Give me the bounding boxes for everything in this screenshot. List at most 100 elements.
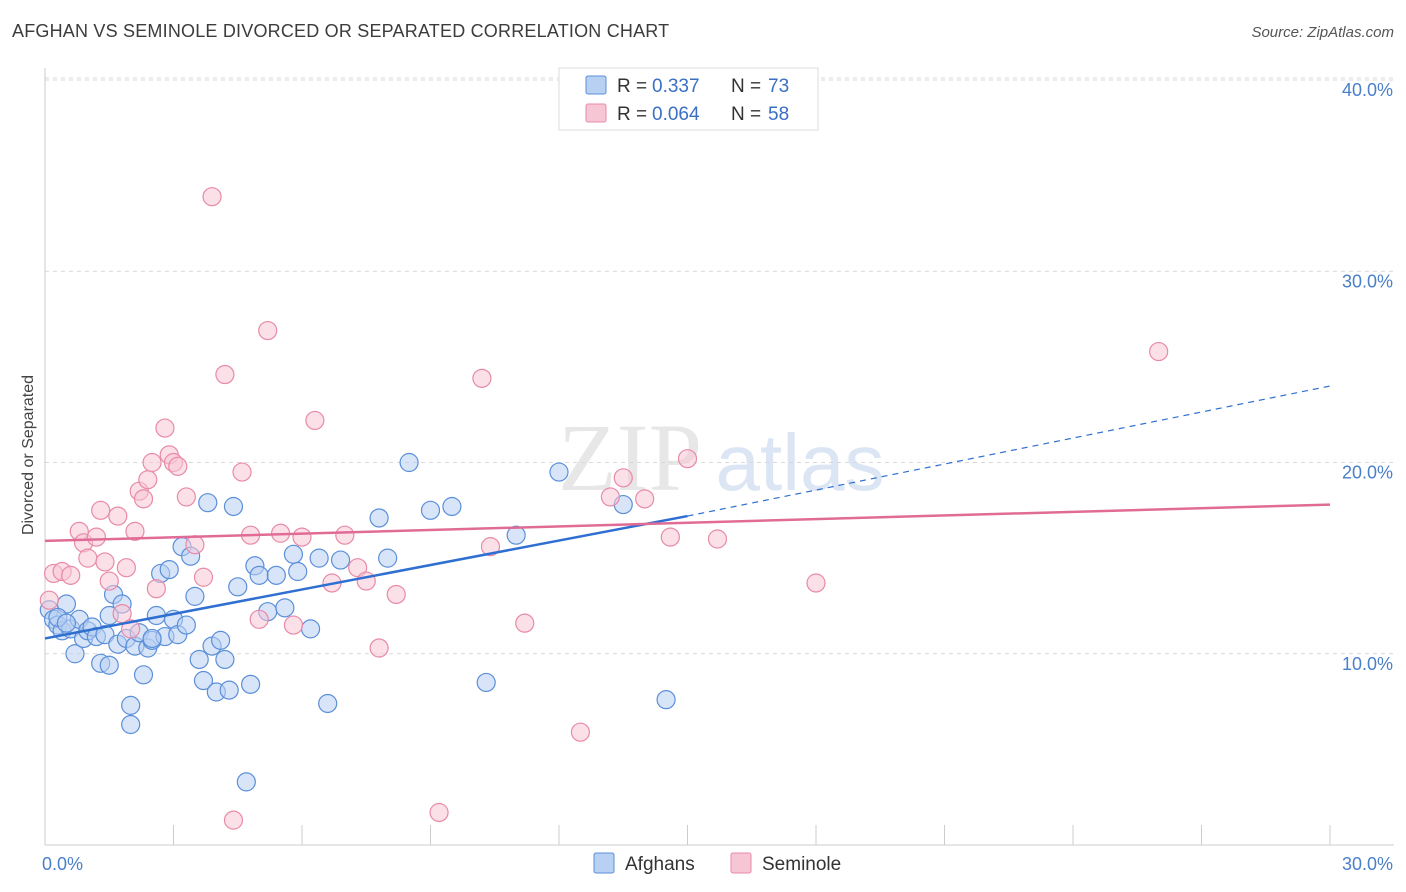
bottom-legend-swatch-afghans	[593, 852, 615, 874]
afghans-point-55	[300, 619, 321, 639]
seminole-point-45	[429, 802, 449, 823]
seminole-point-14	[121, 619, 141, 639]
afghans-trend-line	[44, 514, 688, 640]
afghans-point-61	[399, 452, 419, 473]
seminole-point-53	[660, 527, 680, 547]
tick-labels: 10.0% 20.0% 30.0% 40.0% 0.0% 30.0%	[42, 80, 1393, 874]
seminole-point-13	[116, 558, 136, 578]
seminole-point-31	[232, 462, 252, 482]
seminole-point-38	[305, 410, 325, 431]
legend-n-label-seminole: N =	[731, 104, 761, 125]
afghans-point-14	[99, 655, 119, 675]
legend-swatch-afghans	[585, 75, 607, 95]
seminole-point-27	[193, 567, 214, 587]
afghans-point-6	[65, 644, 85, 664]
seminole-point-33	[249, 609, 269, 629]
afghans-point-41	[211, 630, 231, 650]
bottom-legend-swatch-seminole	[730, 852, 752, 874]
afghans-point-49	[249, 565, 269, 585]
y-tick-label-2: 30.0%	[1342, 271, 1393, 291]
afghans-point-65	[506, 525, 526, 545]
bottom-legend: Afghans Seminole	[593, 852, 841, 875]
afghans-point-38	[198, 493, 218, 513]
afghans-point-35	[185, 586, 205, 606]
seminole-point-42	[356, 571, 376, 591]
legend-n-label-afghans: N =	[731, 76, 761, 97]
y-axis-label: Divorced or Separated	[20, 375, 37, 535]
seminole-point-3	[61, 565, 81, 585]
seminole-point-11	[108, 506, 128, 526]
source-credit: Source: ZipAtlas.com	[1251, 24, 1394, 41]
seminole-point-47	[480, 537, 501, 557]
seminole-point-8	[91, 500, 111, 520]
seminole-point-56	[806, 573, 826, 593]
seminole-point-34	[258, 320, 278, 341]
afghans-point-72	[142, 628, 162, 649]
legend-r-value-seminole: 0.064	[652, 104, 700, 125]
seminole-point-50	[600, 487, 621, 507]
legend-r-value-afghans: 0.337	[652, 76, 700, 97]
afghans-point-63	[442, 496, 462, 517]
x-tick-label-1: 30.0%	[1342, 854, 1393, 874]
y-tick-label-0: 10.0%	[1342, 654, 1393, 674]
seminole-point-19	[142, 452, 162, 473]
seminole-point-7	[86, 527, 107, 547]
y-tick-label-1: 20.0%	[1342, 463, 1393, 483]
afghans-point-13	[95, 625, 115, 645]
afghans-point-43	[219, 680, 239, 700]
seminole-point-6	[78, 548, 98, 568]
legend-n-value-seminole: 58	[768, 104, 789, 125]
afghans-point-45	[228, 577, 248, 597]
bottom-legend-label-seminole: Seminole	[762, 854, 841, 875]
afghans-point-46	[236, 772, 256, 792]
seminole-point-18	[138, 470, 158, 490]
seminole-point-36	[283, 615, 304, 635]
x-tick-label-0: 0.0%	[42, 854, 83, 874]
afghans-point-58	[330, 550, 351, 570]
seminole-point-43	[369, 638, 389, 658]
seminole-point-52	[635, 489, 655, 509]
seminole-point-20	[146, 579, 166, 599]
seminole-point-25	[176, 487, 196, 507]
afghans-point-20	[121, 714, 141, 735]
legend-r-label-seminole: R =	[617, 104, 647, 125]
seminole-point-30	[223, 810, 244, 830]
afghans-point-42	[215, 649, 235, 670]
afghans-point-37	[193, 670, 214, 691]
seminole-point-41	[348, 558, 368, 578]
afghans-point-23	[133, 665, 154, 685]
afghans-point-29	[159, 559, 179, 580]
seminole-point-0	[39, 590, 59, 610]
bottom-legend-label-afghans: Afghans	[625, 854, 695, 875]
seminole-point-28	[202, 187, 222, 207]
seminole-point-10	[99, 571, 119, 591]
afghans-point-56	[309, 548, 329, 568]
afghans-point-60	[378, 548, 398, 568]
y-tick-label-3: 40.0%	[1342, 80, 1393, 100]
trend-lines	[44, 385, 1331, 640]
seminole-point-57	[1149, 341, 1169, 362]
seminole-point-49	[570, 722, 591, 742]
seminole-point-26	[185, 535, 205, 555]
legend: R = 0.337 N = 73 R = 0.064 N = 58	[558, 67, 819, 131]
axes	[44, 68, 1394, 846]
seminole-points	[39, 187, 1169, 830]
seminole-point-17	[133, 489, 154, 509]
afghans-point-70	[56, 613, 77, 633]
seminole-point-37	[292, 527, 312, 547]
legend-n-value-afghans: 73	[768, 76, 789, 97]
afghans-point-44	[223, 496, 244, 517]
seminole-point-54	[677, 449, 698, 469]
afghans-point-59	[369, 508, 389, 528]
afghans-point-19	[121, 695, 141, 715]
seminole-trend-line	[44, 503, 1331, 543]
afghans-point-57	[318, 693, 338, 714]
chart-title: AFGHAN VS SEMINOLE DIVORCED OR SEPARATED…	[12, 21, 670, 41]
seminole-point-21	[155, 418, 175, 438]
seminole-point-46	[472, 368, 492, 388]
seminole-point-40	[335, 525, 355, 545]
afghans-point-62	[420, 500, 441, 520]
afghans-point-47	[241, 674, 261, 694]
legend-swatch-seminole	[585, 103, 607, 123]
